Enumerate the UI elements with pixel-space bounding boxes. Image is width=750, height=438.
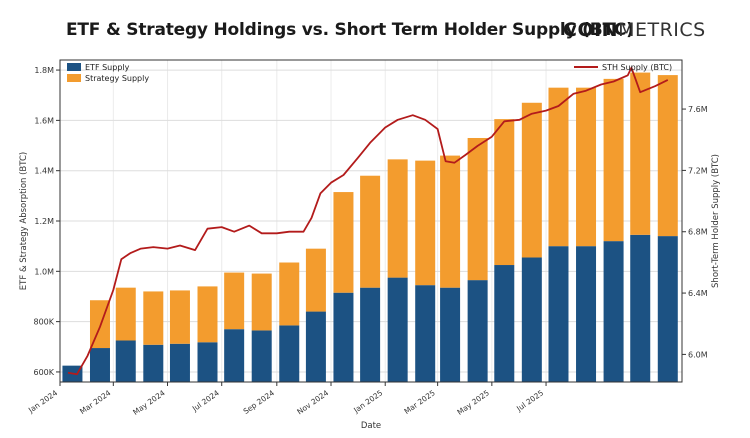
logo-light-text: METRICS xyxy=(618,19,706,41)
y2-tick-label: 6.8M xyxy=(688,228,708,237)
etf-bar xyxy=(494,265,515,382)
strategy-bar xyxy=(521,102,542,258)
strategy-bar xyxy=(603,78,624,242)
legend-layer: ETF Supply Strategy Supply STH Supply (BTC… xyxy=(67,63,672,83)
y-tick-label: 1.8M xyxy=(34,66,54,75)
strategy-bar xyxy=(305,248,326,312)
x-tick-label: Nov 2024 xyxy=(295,388,330,416)
x-tick-label: May 2024 xyxy=(131,388,167,417)
y-tick-label: 1.6M xyxy=(34,116,54,125)
strategy-bar xyxy=(197,286,218,343)
strategy-bar xyxy=(143,291,164,345)
etf-bar xyxy=(521,257,542,382)
line-layer xyxy=(67,66,669,376)
y2-tick-label: 7.2M xyxy=(688,166,708,175)
x-tick-label: Sep 2024 xyxy=(242,388,277,416)
strategy-bar xyxy=(494,119,515,266)
strategy-bar xyxy=(169,290,190,344)
strategy-bar xyxy=(630,72,651,235)
logo-bold-text: COIN xyxy=(563,19,619,41)
y2-tick-label: 6.0M xyxy=(688,350,708,359)
etf-bar xyxy=(279,325,300,382)
etf-bar xyxy=(197,342,218,382)
strategy-bar xyxy=(548,87,569,247)
etf-bar xyxy=(548,246,569,382)
strategy-bar xyxy=(333,192,354,293)
y-tick-label: 1.0M xyxy=(34,267,54,276)
strategy-bar xyxy=(440,155,461,288)
x-tick-label: Jul 2024 xyxy=(190,388,221,414)
strategy-bar xyxy=(467,137,488,281)
coinmetrics-logo: COINMETRICS xyxy=(563,19,706,41)
etf-bar xyxy=(143,344,164,382)
etf-bar xyxy=(576,246,597,382)
y2-tick-label: 7.6M xyxy=(688,105,708,114)
etf-bar xyxy=(630,234,651,382)
x-tick-label: Jan 2025 xyxy=(351,388,384,415)
y-tick-label: 800K xyxy=(33,318,54,327)
x-tick-label: Jan 2024 xyxy=(26,388,59,415)
etf-bar xyxy=(115,340,136,382)
etf-bar xyxy=(467,280,488,382)
etf-bar xyxy=(440,287,461,382)
strategy-bar xyxy=(224,272,245,330)
sth-supply-line xyxy=(67,66,669,376)
legend-label-etf: ETF Supply xyxy=(85,63,130,72)
bar-layer xyxy=(62,72,678,382)
strategy-bar xyxy=(387,159,408,278)
x-tick-label: Jul 2025 xyxy=(514,388,545,414)
legend-swatch-strategy xyxy=(67,74,81,82)
strategy-bar xyxy=(115,287,136,341)
y-axis-label: ETF & Strategy Absorption (BTC) xyxy=(19,152,29,290)
etf-bar xyxy=(360,287,381,382)
etf-bar xyxy=(387,277,408,382)
y2-tick-label: 6.4M xyxy=(688,289,708,298)
etf-bar xyxy=(251,330,272,382)
legend-label-sth: STH Supply (BTC) xyxy=(602,63,672,72)
strategy-bar xyxy=(251,273,272,331)
strategy-bar xyxy=(576,87,597,247)
legend-label-strategy: Strategy Supply xyxy=(85,74,149,83)
etf-bar xyxy=(657,236,678,382)
x-tick-label: Mar 2024 xyxy=(78,388,113,416)
chart-title: ETF & Strategy Holdings vs. Short Term H… xyxy=(66,20,634,40)
x-axis-label: Date xyxy=(361,421,381,431)
strategy-bar xyxy=(360,175,381,288)
etf-bar xyxy=(603,241,624,382)
strategy-bar xyxy=(279,262,300,326)
etf-bar xyxy=(333,292,354,382)
strategy-bar xyxy=(415,160,436,286)
strategy-bar xyxy=(657,75,678,237)
etf-bar xyxy=(415,285,436,382)
etf-bar xyxy=(305,311,326,382)
etf-bar xyxy=(169,343,190,382)
y-tick-label: 600K xyxy=(33,368,54,377)
x-tick-label: May 2025 xyxy=(456,388,492,417)
legend-swatch-etf xyxy=(67,63,81,71)
x-tick-label: Mar 2025 xyxy=(402,388,437,416)
y-tick-label: 1.2M xyxy=(34,217,54,226)
etf-bar xyxy=(224,329,245,382)
y2-axis-label: Short-Term Holder Supply (BTC) xyxy=(711,154,721,288)
y-tick-label: 1.4M xyxy=(34,167,54,176)
etf-bar xyxy=(89,348,110,382)
